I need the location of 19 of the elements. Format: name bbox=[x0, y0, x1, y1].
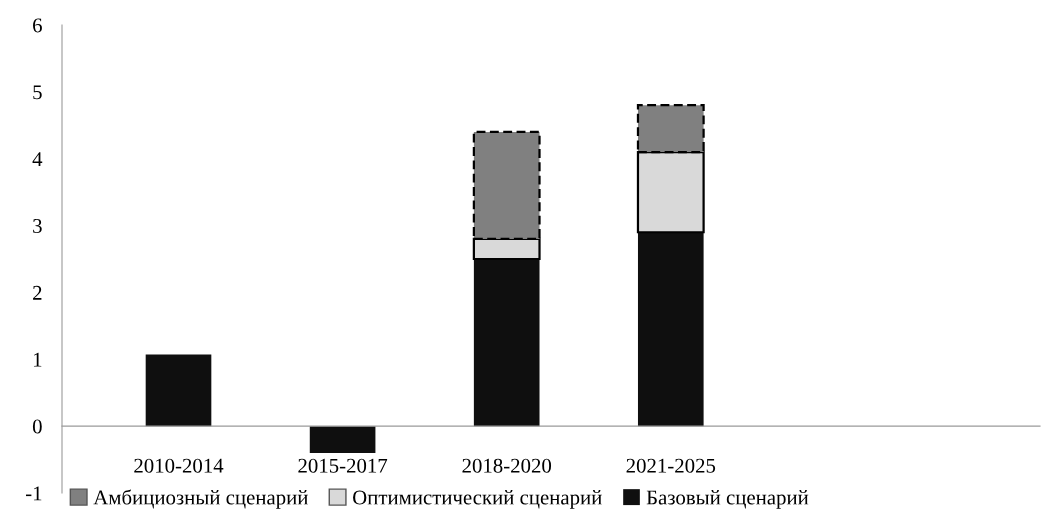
legend-label: Амбициозный сценарий bbox=[93, 489, 308, 509]
legend-label: Базовый сценарий bbox=[646, 490, 809, 509]
y-tick-label: 0 bbox=[32, 419, 42, 434]
y-tick-label: 1 bbox=[33, 352, 42, 367]
x-tick-label: 2018-2020 bbox=[462, 458, 552, 473]
x-tick-label: 2021-2025 bbox=[626, 458, 716, 473]
y-tick-label: 2 bbox=[33, 285, 42, 300]
y-tick-label: 4 bbox=[32, 152, 43, 166]
y-tick-label: -1 bbox=[25, 486, 42, 501]
x-tick-label: 2015-2017 bbox=[298, 458, 388, 473]
bar bbox=[309, 426, 376, 453]
bar bbox=[145, 354, 212, 427]
y-tick-label: 5 bbox=[33, 85, 42, 100]
bar bbox=[637, 232, 704, 427]
bar bbox=[473, 259, 540, 427]
y-tick-label: 3 bbox=[33, 219, 42, 233]
y-tick-label: 6 bbox=[33, 18, 42, 33]
x-tick-label: 2010-2014 bbox=[134, 458, 224, 473]
legend-label: Оптимистический сценарий bbox=[353, 490, 602, 509]
